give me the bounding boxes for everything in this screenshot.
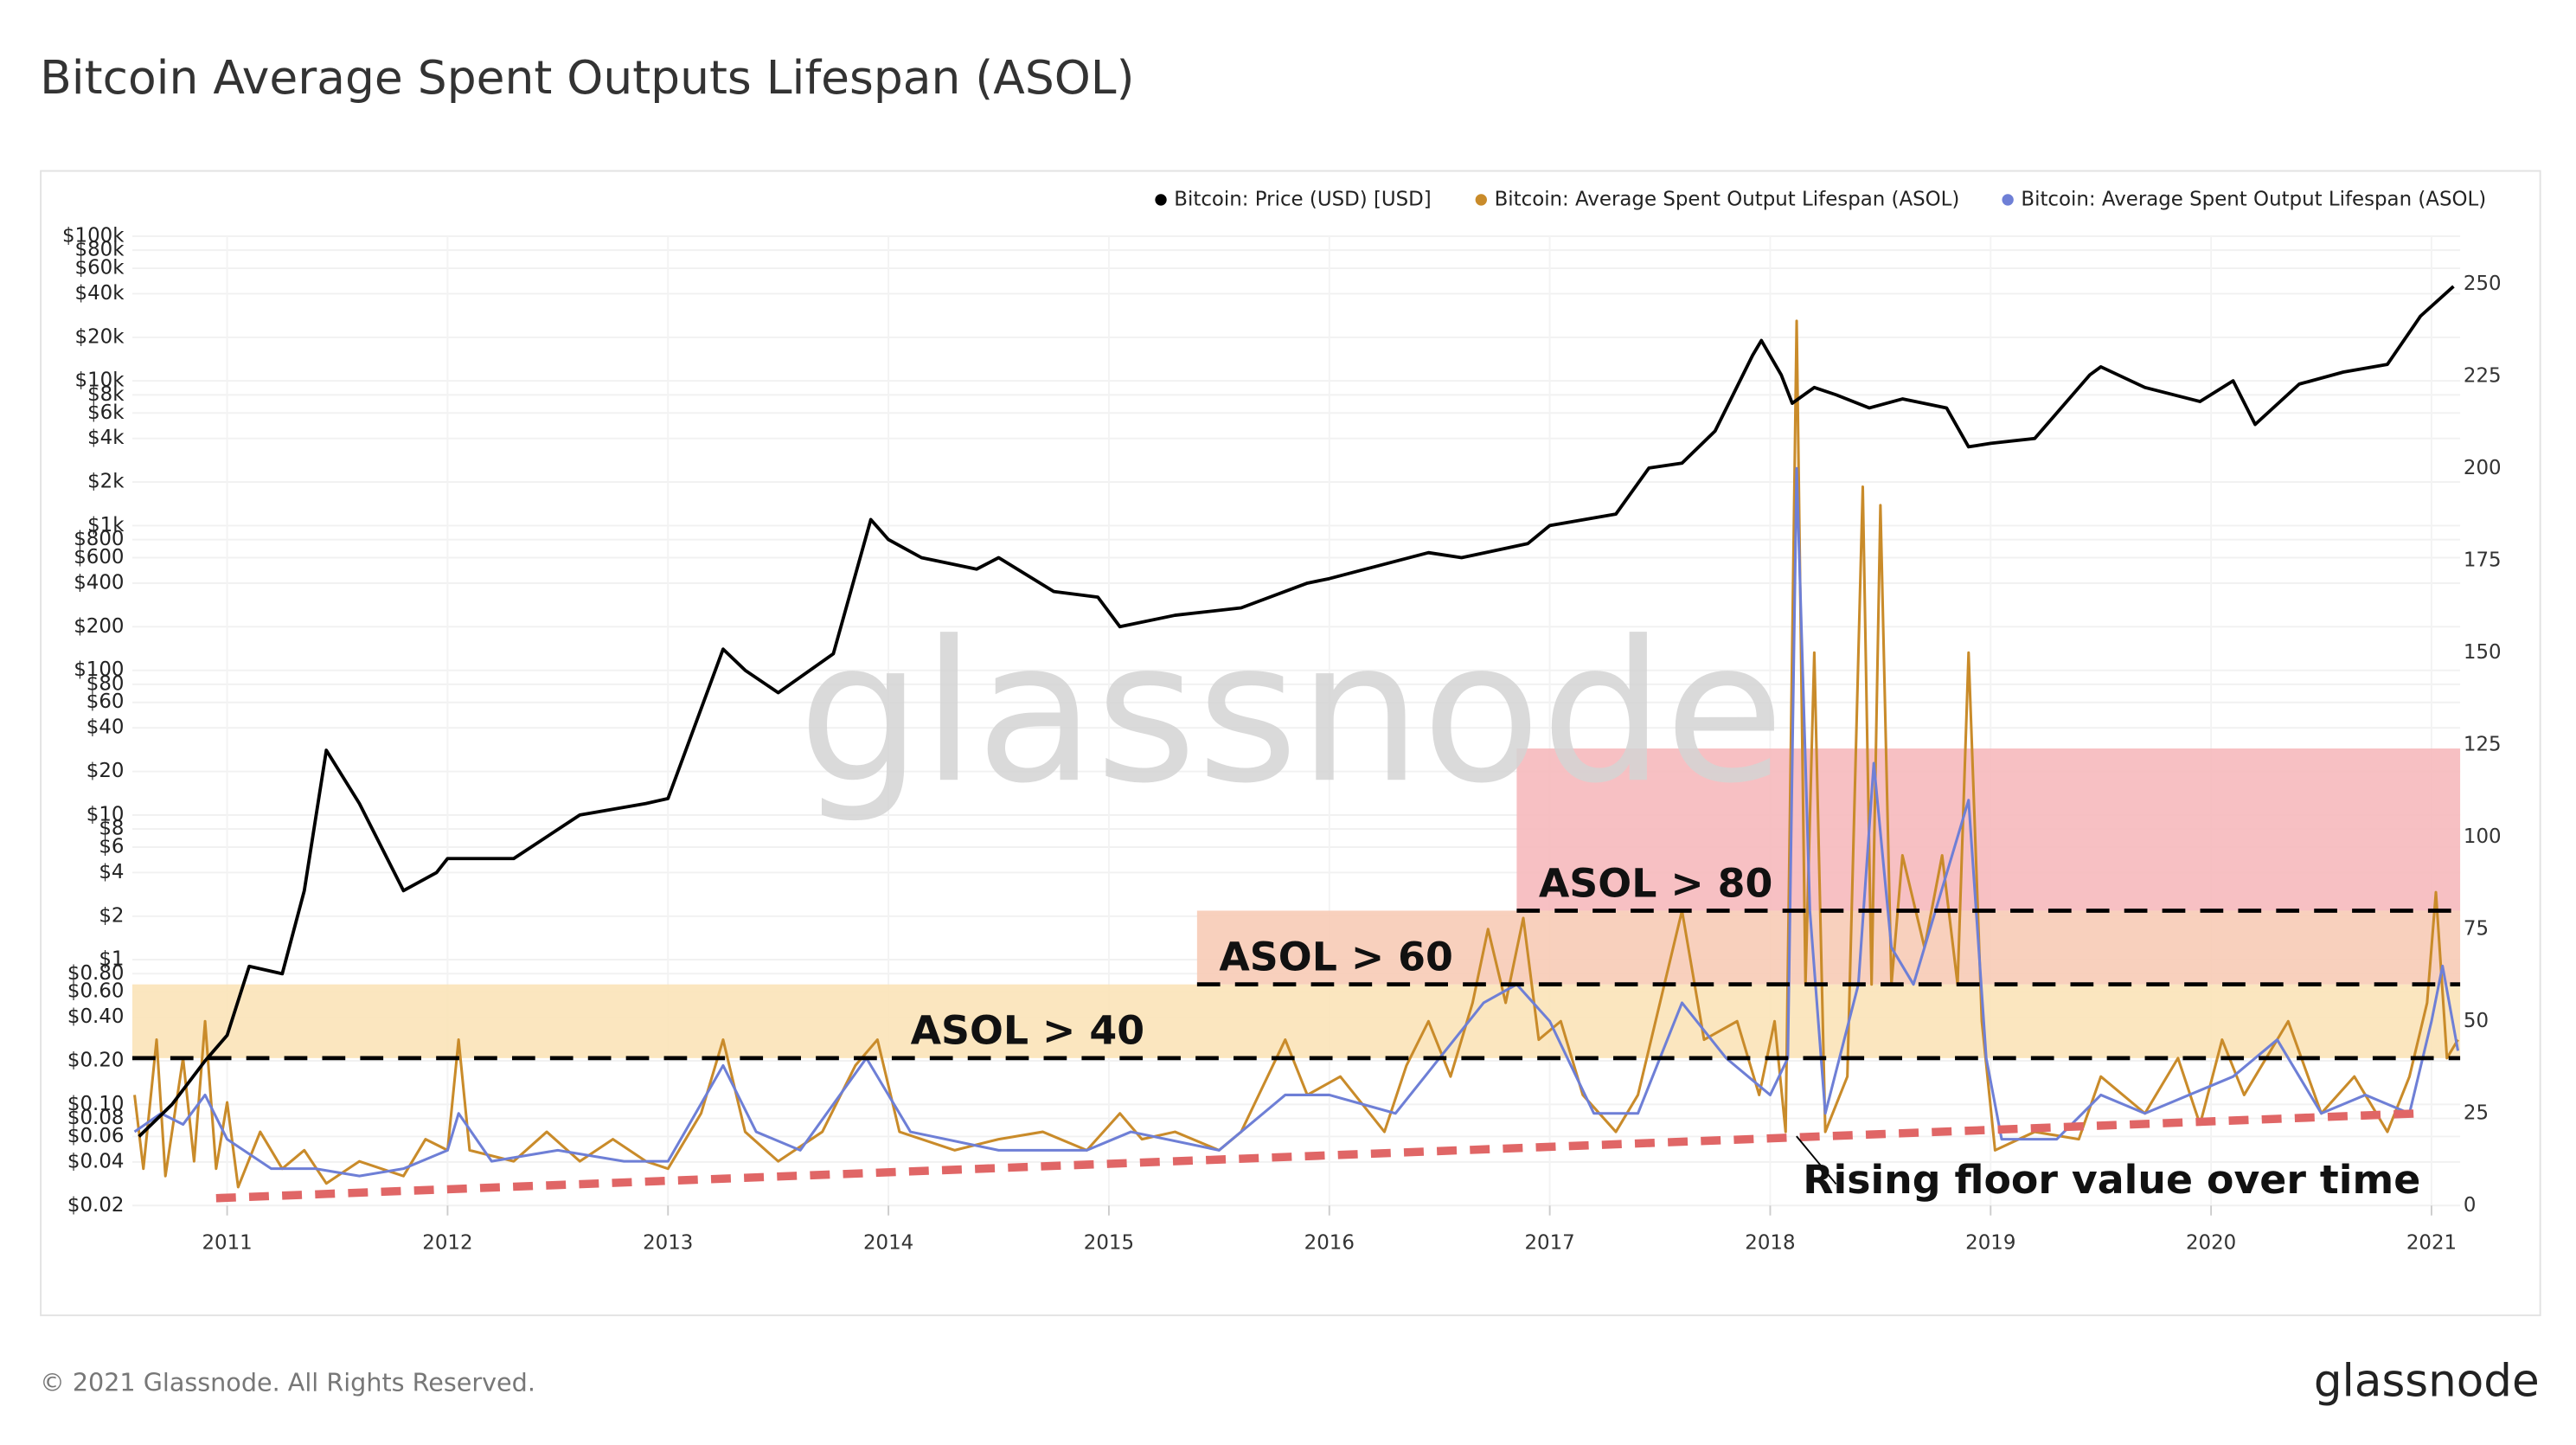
y2-tick-label: 150 — [2464, 641, 2502, 664]
watermark: glassnode — [798, 600, 1785, 826]
y-tick-label: $80k — [75, 239, 125, 261]
y-tick-label: $10k — [75, 369, 125, 392]
y2-tick-label: 200 — [2464, 457, 2502, 479]
footer-logo: glassnode — [2314, 1355, 2540, 1407]
floor-line — [215, 1108, 2419, 1203]
legend-marker — [1155, 194, 1167, 206]
y2-tick-label: 75 — [2464, 917, 2489, 940]
y2-tick-label: 125 — [2464, 733, 2502, 755]
series-line — [138, 285, 2455, 1138]
threshold-band — [132, 984, 2461, 1058]
y-tick-label: $800 — [74, 528, 124, 550]
y-tick-label: $400 — [74, 571, 124, 594]
chart-frame — [40, 170, 2541, 1317]
y-tick-label: $20k — [75, 325, 125, 348]
threshold-band — [1196, 910, 2461, 985]
legend-label: Bitcoin: Price (USD) [USD] — [1174, 188, 1431, 210]
y-tick-label: $20 — [87, 760, 125, 782]
threshold-label: ASOL > 40 — [911, 1007, 1145, 1054]
y-tick-label: $6k — [87, 401, 125, 424]
y2-tick-label: 225 — [2464, 364, 2502, 387]
y-tick-label: $4k — [87, 427, 125, 449]
y-tick-label: $60 — [87, 690, 125, 713]
y-tick-label: $8 — [99, 818, 124, 840]
x-tick-label: 2014 — [863, 1232, 913, 1255]
threshold-label: ASOL > 60 — [1219, 934, 1453, 980]
y-tick-label: $40k — [75, 282, 125, 305]
y-tick-label: $2 — [99, 904, 124, 927]
legend-marker — [1475, 194, 1487, 206]
x-tick-label: 2019 — [1965, 1232, 2015, 1255]
y-tick-label: $0.20 — [67, 1050, 125, 1072]
y-tick-label: $600 — [74, 546, 124, 568]
y-tick-label: $0.08 — [67, 1107, 125, 1129]
y2-tick-label: 100 — [2464, 825, 2502, 848]
x-tick-label: 2017 — [1524, 1232, 1574, 1255]
x-tick-label: 2015 — [1084, 1232, 1134, 1255]
y-tick-label: $60k — [75, 257, 125, 279]
y-tick-label: $0.80 — [67, 962, 125, 985]
y-tick-label: $4 — [99, 861, 124, 883]
y-tick-label: $100 — [74, 658, 124, 681]
x-tick-label: 2013 — [643, 1232, 693, 1255]
y-tick-label: $2k — [87, 471, 125, 493]
y-tick-label: $1k — [87, 514, 125, 536]
x-tick-label: 2018 — [1745, 1232, 1795, 1255]
x-tick-label: 2011 — [202, 1232, 252, 1255]
y-tick-label: $40 — [87, 716, 125, 739]
y-tick-label: $0.40 — [67, 1005, 125, 1028]
x-tick-label: 2012 — [422, 1232, 472, 1255]
page-title: Bitcoin Average Spent Outputs Lifespan (… — [40, 50, 1134, 105]
y-tick-label: $10 — [87, 803, 125, 825]
y-tick-label: $0.10 — [67, 1093, 125, 1115]
threshold-label: ASOL > 80 — [1539, 859, 1773, 906]
y-tick-label: $0.02 — [67, 1194, 125, 1217]
floor-label: Rising floor value over time — [1803, 1156, 2420, 1203]
y-tick-label: $0.04 — [67, 1150, 125, 1172]
y-tick-label: $0.60 — [67, 980, 125, 1003]
x-tick-label: 2021 — [2406, 1232, 2457, 1255]
annotation-pointer — [1796, 1135, 1837, 1185]
y2-tick-label: 0 — [2464, 1194, 2477, 1217]
threshold-band — [1516, 748, 2461, 911]
y2-tick-label: 250 — [2464, 273, 2502, 295]
y2-tick-label: 25 — [2464, 1101, 2489, 1124]
legend-label: Bitcoin: Average Spent Output Lifespan (… — [2021, 188, 2486, 210]
y-tick-label: $1 — [99, 948, 124, 971]
copyright: © 2021 Glassnode. All Rights Reserved. — [40, 1367, 535, 1397]
series-line — [133, 466, 2460, 1178]
y-tick-label: $0.06 — [67, 1125, 125, 1147]
y-tick-label: $8k — [87, 383, 125, 406]
y2-tick-label: 50 — [2464, 1010, 2489, 1032]
y-tick-label: $100k — [62, 224, 125, 247]
x-tick-label: 2016 — [1304, 1232, 1355, 1255]
legend-label: Bitcoin: Average Spent Output Lifespan (… — [1495, 188, 1960, 210]
y2-tick-label: 175 — [2464, 549, 2502, 571]
y-tick-label: $80 — [87, 672, 125, 695]
y-tick-label: $6 — [99, 835, 124, 857]
legend-marker — [2002, 194, 2014, 206]
x-tick-label: 2020 — [2186, 1232, 2236, 1255]
y-tick-label: $200 — [74, 615, 124, 638]
